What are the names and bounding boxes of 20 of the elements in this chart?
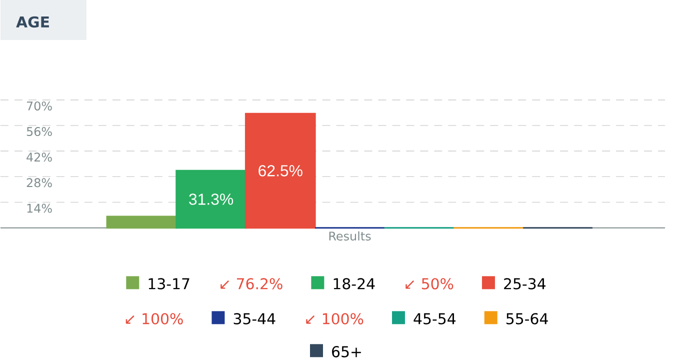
legend-label: 25-34 (504, 278, 546, 290)
text: ↙ 50% (406, 278, 454, 290)
legend-label: 13-17 (148, 278, 190, 290)
legend-label: 35-44 (234, 313, 276, 325)
y-tick-label: 42% (26, 152, 52, 162)
text: ↙ 100% (306, 313, 364, 325)
y-tick-label: 14% (27, 204, 52, 213)
x-tick-label: Results (329, 232, 371, 241)
legend-label: 45-54 (414, 313, 456, 325)
legend-label: 18-24 (334, 278, 375, 290)
chart-title: AGE (16, 16, 49, 28)
legend-label: 55-64 (506, 313, 548, 325)
legend-label: 65+ (332, 346, 361, 358)
data-label: 62.5% (258, 165, 302, 177)
y-tick-label: 70% (26, 102, 52, 111)
y-tick-label: 28% (26, 178, 52, 188)
text: ↙ 100% (126, 313, 183, 325)
y-tick-label: 56% (26, 127, 52, 136)
text: ↙ 76.2% (220, 278, 282, 290)
data-label: 31.3% (189, 194, 234, 206)
